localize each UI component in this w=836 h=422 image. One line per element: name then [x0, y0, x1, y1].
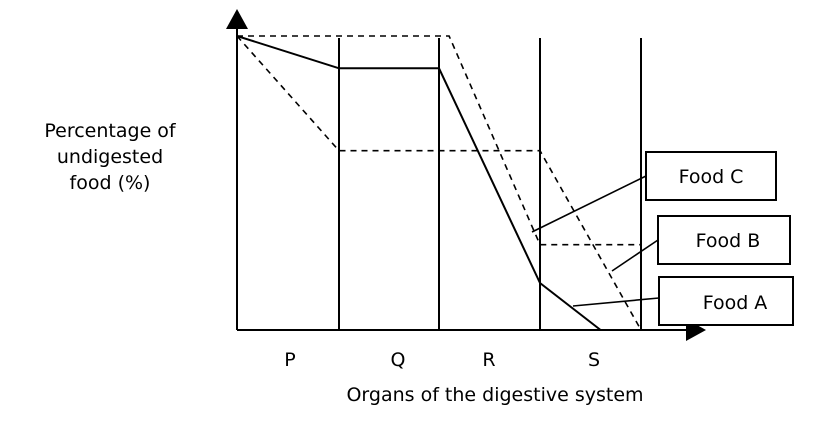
y-axis-label-line-2: undigested	[56, 146, 164, 168]
tick-label-r: R	[482, 349, 495, 371]
leader-line-food-b	[611, 239, 659, 272]
legend-label-food-b: Food B	[696, 230, 761, 252]
tick-label-q: Q	[391, 349, 406, 371]
leader-line-food-c	[531, 175, 647, 233]
y-axis-arrow	[226, 9, 248, 29]
y-axis-label: Percentage of undigested food (%)	[20, 118, 200, 196]
y-axis-label-line-1: Percentage of	[44, 120, 176, 142]
series-line-food-a	[236, 35, 602, 331]
tick-label-p: P	[284, 349, 295, 371]
legend-box-food-c	[645, 151, 777, 201]
legend-label-food-c: Food C	[679, 166, 744, 188]
legend-box-food-a	[658, 276, 794, 326]
legend-label-food-a: Food A	[703, 292, 768, 314]
legend-food-a: Food A	[572, 276, 794, 326]
series-line-food-b	[236, 35, 642, 331]
tick-label-s: S	[588, 349, 600, 371]
x-axis-label: Organs of the digestive system	[346, 384, 644, 406]
legend-food-c: Food C	[531, 151, 777, 233]
legend-food-b: Food B	[611, 215, 791, 272]
leader-line-food-a	[572, 297, 660, 307]
y-axis-label-line-3: food (%)	[69, 172, 151, 194]
